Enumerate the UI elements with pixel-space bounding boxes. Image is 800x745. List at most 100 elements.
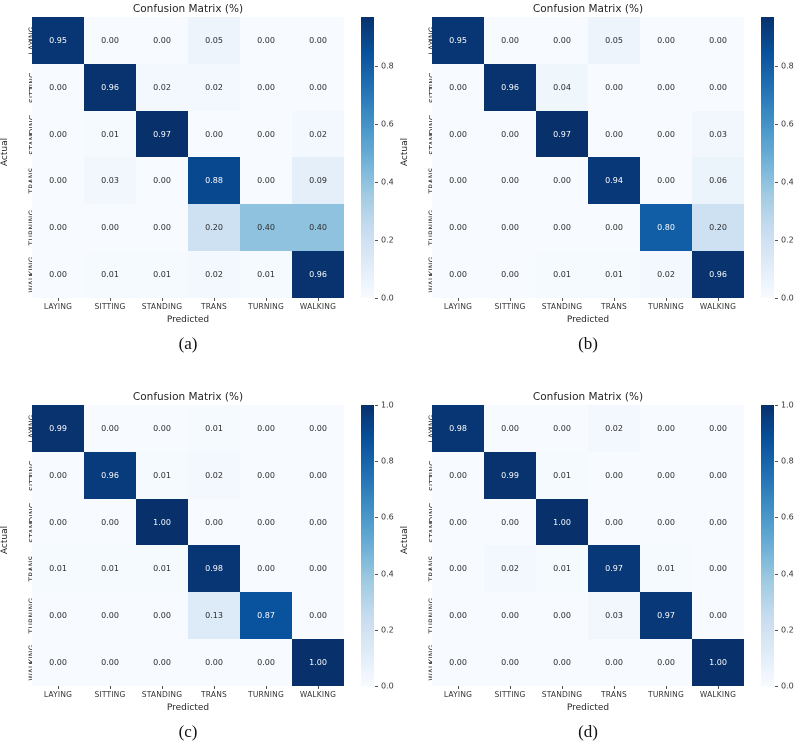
x-tick-mark <box>666 298 667 301</box>
heatmap-cell: 0.00 <box>32 63 84 111</box>
y-tick-mark <box>429 40 432 42</box>
y-tick-mark <box>429 428 432 430</box>
colorbar-tick-label: 0.2 <box>781 625 794 635</box>
heatmap-cell: 0.00 <box>588 63 640 111</box>
colorbar-tick-mark <box>375 182 378 184</box>
subplot-caption: (d) <box>578 722 598 741</box>
heatmap-cell: 0.00 <box>640 451 692 499</box>
heatmap-cell: 0.95 <box>432 17 484 64</box>
heatmap-cell: 0.00 <box>292 498 344 546</box>
heatmap-cell: 0.00 <box>32 592 84 640</box>
y-tick-mark <box>29 87 32 89</box>
x-tick-label: TURNING <box>648 302 684 311</box>
y-tick-mark <box>429 662 432 664</box>
heatmap-cell: 0.00 <box>84 639 136 686</box>
heatmap-cell: 1.00 <box>292 639 344 686</box>
colorbar-tick-mark <box>375 298 378 299</box>
heatmap-cell: 0.00 <box>32 204 84 252</box>
heatmap-grid: 0.95 0.00 0.00 0.05 0.00 0.00 0.00 0.96 0.02 0.02… <box>32 17 344 298</box>
heatmap-cell: 0.00 <box>292 17 344 64</box>
colorbar-tick-label: 0.8 <box>381 456 394 466</box>
colorbar-tick-label: 0.8 <box>381 61 394 71</box>
x-axis-label: Predicted <box>166 703 210 713</box>
x-tick-label: WALKING <box>299 302 337 311</box>
y-tick-mark <box>429 522 432 524</box>
subplot-caption: (c) <box>178 722 198 741</box>
y-tick-mark <box>29 428 32 430</box>
x-tick-label: WALKING <box>699 690 737 699</box>
colorbar-tick-mark <box>775 461 778 463</box>
panel-d: Confusion Matrix (%) Actual LAYING SITTIN… <box>400 372 800 744</box>
x-tick-label: SITTING <box>94 690 126 699</box>
heatmap-cell: 0.00 <box>588 451 640 499</box>
heatmap-cell: 0.00 <box>84 592 136 640</box>
heatmap-cell: 0.97 <box>640 592 692 640</box>
x-tick-label: STANDING <box>141 690 183 699</box>
heatmap-cell: 1.00 <box>536 498 588 546</box>
x-axis-label: Predicted <box>166 315 210 325</box>
heatmap-cell: 0.03 <box>588 592 640 640</box>
colorbar-tick-mark <box>775 573 778 575</box>
y-axis-label: Actual <box>0 525 10 555</box>
colorbar-tick-label: 0.2 <box>381 235 394 245</box>
heatmap-cell: 0.00 <box>32 498 84 546</box>
heatmap-cell: 0.00 <box>32 451 84 499</box>
subplot-caption: (b) <box>578 334 598 353</box>
heatmap-cell: 0.00 <box>136 157 188 205</box>
heatmap-cell: 0.20 <box>188 204 240 252</box>
heatmap-grid: 0.99 0.00 0.00 0.01 0.00 0.00 0.00 0.96 0.01 0.02… <box>32 405 344 686</box>
x-tick-labels: LAYING SITTING STANDING TRANS TURNING WALKING <box>32 690 344 699</box>
heatmap-cell: 0.88 <box>188 157 240 205</box>
heatmap-cell: 0.00 <box>692 451 744 499</box>
colorbar-tick-mark <box>375 66 378 68</box>
colorbar-tick-mark <box>375 240 378 242</box>
colorbar-tick-label: 0.4 <box>781 177 794 187</box>
heatmap-cell: 0.00 <box>484 17 536 64</box>
heatmap-cell: 0.02 <box>640 251 692 298</box>
x-tick-label: LAYING <box>43 302 73 311</box>
heatmap-cell: 0.00 <box>640 17 692 64</box>
y-tick-mark <box>29 40 32 42</box>
colorbar <box>361 405 374 686</box>
heatmap-cell: 0.00 <box>136 592 188 640</box>
x-tick-label: TURNING <box>248 302 284 311</box>
heatmap-cell: 0.02 <box>292 110 344 158</box>
x-tick-mark <box>214 686 215 689</box>
x-tick-label: TURNING <box>648 690 684 699</box>
heatmap-cell: 0.00 <box>292 592 344 640</box>
x-tick-mark <box>58 298 59 301</box>
heatmap-cell: 0.20 <box>692 204 744 252</box>
y-tick-mark <box>29 180 32 182</box>
heatmap-cell: 0.01 <box>536 451 588 499</box>
heatmap-cell: 1.00 <box>692 639 744 686</box>
heatmap-cell: 0.01 <box>588 251 640 298</box>
heatmap-cell: 0.00 <box>640 405 692 452</box>
x-tick-label: SITTING <box>494 302 526 311</box>
y-axis-label: Actual <box>400 525 410 555</box>
heatmap-cell: 0.00 <box>188 110 240 158</box>
heatmap-cell: 0.00 <box>432 251 484 298</box>
colorbar-tick-label: 0.0 <box>381 293 394 303</box>
heatmap-cell: 0.03 <box>84 157 136 205</box>
heatmap-cell: 0.99 <box>484 451 536 499</box>
x-tick-mark <box>214 298 215 301</box>
heatmap-cell: 0.00 <box>692 405 744 452</box>
heatmap-cell: 0.01 <box>84 545 136 593</box>
heatmap-cell: 0.02 <box>136 63 188 111</box>
y-tick-mark <box>29 227 32 229</box>
heatmap-cell: 0.96 <box>84 451 136 499</box>
colorbar-tick-mark <box>375 405 378 406</box>
x-tick-label: SITTING <box>94 302 126 311</box>
y-tick-mark <box>29 475 32 477</box>
heatmap-cell: 0.87 <box>240 592 292 640</box>
y-tick-mark <box>429 615 432 617</box>
x-tick-mark <box>562 298 563 301</box>
x-tick-label: TRANS <box>201 690 227 699</box>
colorbar-tick-label: 0.8 <box>781 61 794 71</box>
heatmap-cell: 0.00 <box>484 592 536 640</box>
panel-b: Confusion Matrix (%) Actual LAYING SITTIN… <box>400 0 800 372</box>
colorbar-tick-label: 0.6 <box>781 119 794 129</box>
heatmap-cell: 0.80 <box>640 204 692 252</box>
heatmap-cell: 0.40 <box>292 204 344 252</box>
heatmap-cell: 0.00 <box>32 251 84 298</box>
